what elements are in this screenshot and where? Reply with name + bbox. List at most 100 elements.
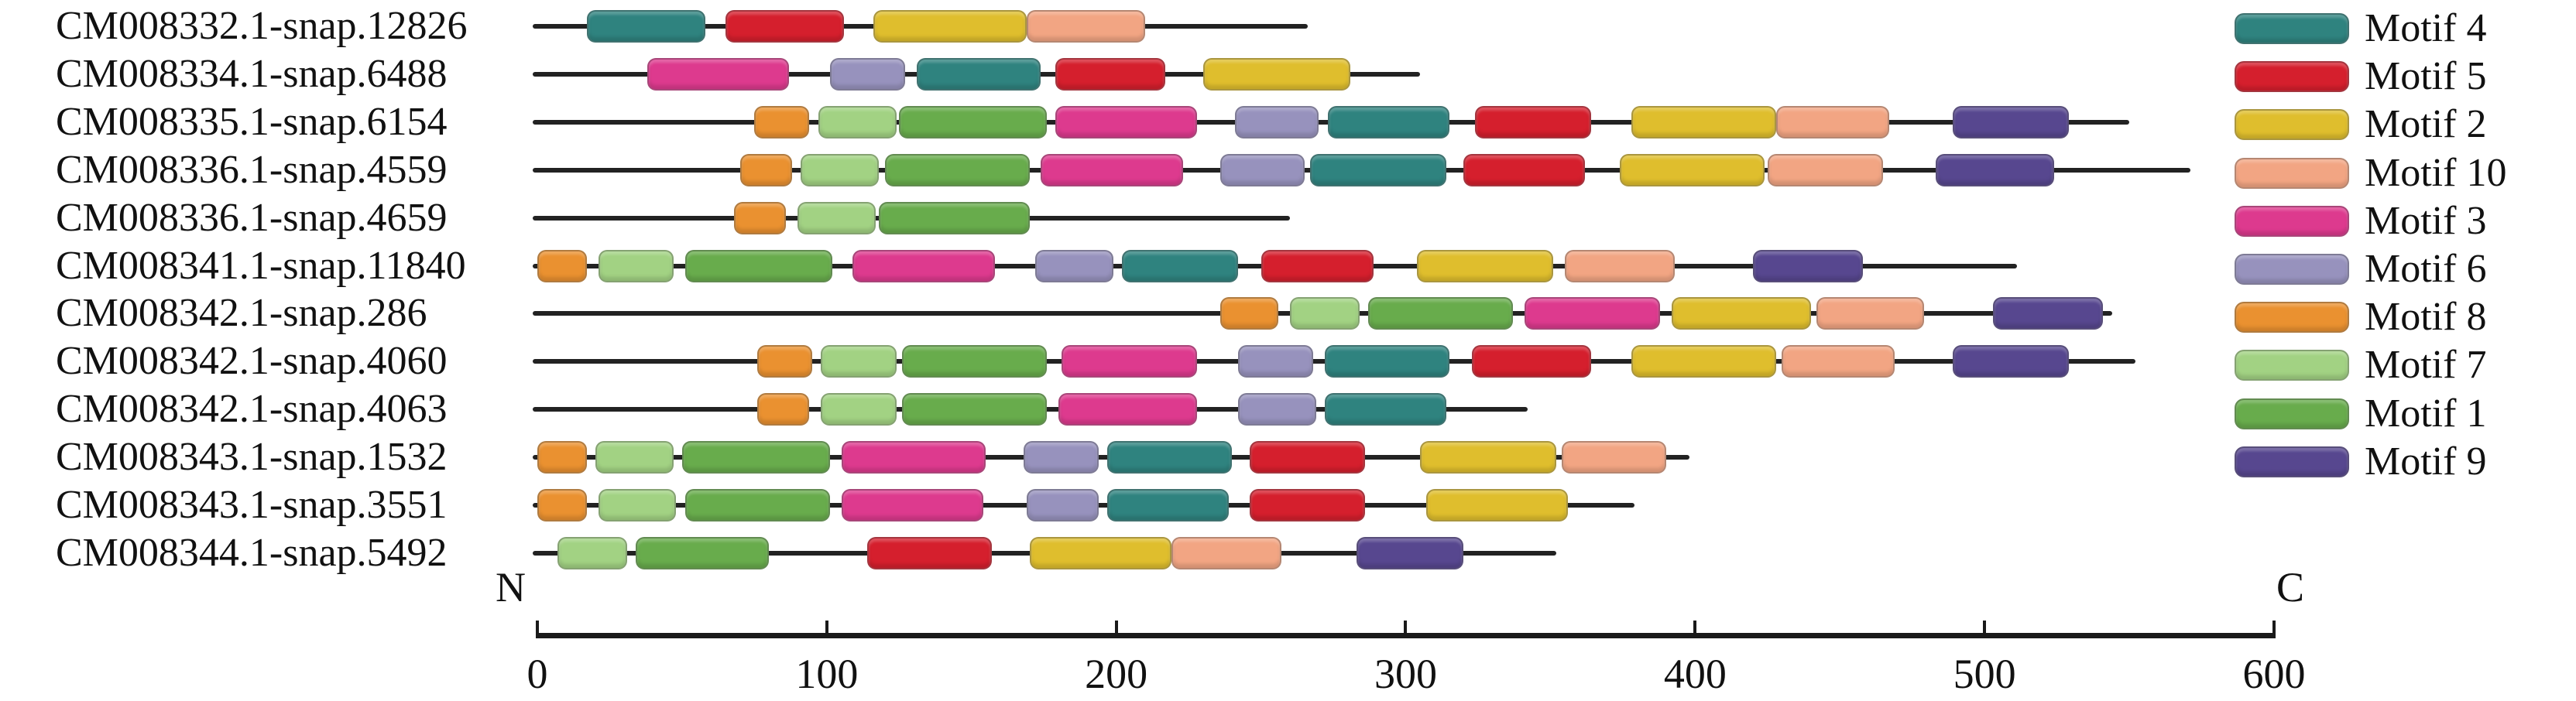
motif-box-motif7 bbox=[821, 393, 897, 426]
motif-box-motif7 bbox=[1289, 297, 1360, 330]
motif-box-motif1 bbox=[902, 345, 1047, 378]
motif-box-motif2 bbox=[1631, 345, 1776, 378]
motif-box-motif3 bbox=[1524, 297, 1661, 330]
motif-box-motif6 bbox=[1034, 249, 1113, 282]
axis-tick-label: 300 bbox=[1374, 651, 1437, 697]
motif-box-motif6 bbox=[1026, 489, 1099, 521]
motif-box-motif1 bbox=[684, 249, 833, 282]
legend-swatch-motif9 bbox=[2235, 446, 2349, 477]
motif-box-motif9 bbox=[1935, 153, 2054, 186]
motif-box-motif2 bbox=[1202, 57, 1351, 91]
motif-box-motif7 bbox=[598, 249, 674, 282]
motif-box-motif4 bbox=[1107, 489, 1230, 521]
axis-tick-label: 100 bbox=[795, 651, 859, 697]
motif-box-motif10 bbox=[1565, 249, 1676, 282]
motif-box-motif6 bbox=[1237, 345, 1313, 378]
axis-tick bbox=[1693, 621, 1697, 633]
motif-box-motif4 bbox=[1122, 249, 1238, 282]
motif-box-motif6 bbox=[829, 57, 905, 91]
c-terminus-label: C bbox=[2276, 564, 2305, 610]
motif-box-motif10 bbox=[1171, 536, 1281, 569]
motif-box-motif10 bbox=[1026, 10, 1146, 43]
axis-tick-label: 200 bbox=[1085, 651, 1148, 697]
motif-box-motif6 bbox=[1024, 441, 1099, 474]
axis-tick-label: 400 bbox=[1663, 651, 1727, 697]
motif-box-motif9 bbox=[1993, 297, 2104, 330]
legend-label: Motif 1 bbox=[2365, 391, 2487, 436]
legend-label: Motif 2 bbox=[2365, 102, 2487, 147]
motif-box-motif10 bbox=[1775, 105, 1889, 138]
motif-box-motif8 bbox=[757, 345, 813, 378]
axis-tick-label: 600 bbox=[2242, 651, 2306, 697]
motif-box-motif7 bbox=[801, 153, 880, 186]
motif-box-motif3 bbox=[1061, 345, 1198, 378]
motif-box-motif10 bbox=[1767, 153, 1884, 186]
legend-label: Motif 3 bbox=[2365, 198, 2487, 243]
motif-box-motif7 bbox=[595, 441, 674, 474]
legend-label: Motif 4 bbox=[2365, 6, 2487, 50]
axis-line bbox=[536, 633, 2276, 638]
gene-label: CM008342.1-snap.4063 bbox=[56, 387, 448, 432]
motif-box-motif8 bbox=[734, 201, 787, 234]
motif-box-motif8 bbox=[537, 489, 587, 521]
motif-box-motif3 bbox=[1055, 105, 1198, 138]
legend-swatch-motif10 bbox=[2235, 157, 2349, 189]
motif-box-motif10 bbox=[1562, 441, 1666, 474]
motif-box-motif7 bbox=[557, 536, 627, 569]
n-terminus-label: N bbox=[496, 564, 526, 610]
motif-box-motif3 bbox=[841, 489, 983, 521]
gene-label: CM008336.1-snap.4659 bbox=[56, 195, 448, 240]
motif-box-motif5 bbox=[1472, 345, 1591, 378]
motif-box-motif5 bbox=[725, 10, 845, 43]
motif-box-motif2 bbox=[1029, 536, 1171, 569]
axis-tick bbox=[1404, 621, 1408, 633]
motif-box-motif7 bbox=[818, 105, 897, 138]
motif-box-motif8 bbox=[537, 441, 587, 474]
motif-box-motif1 bbox=[681, 441, 830, 474]
axis-tick bbox=[2272, 621, 2276, 633]
gene-label: CM008336.1-snap.4559 bbox=[56, 147, 448, 192]
motif-box-motif5 bbox=[1055, 57, 1166, 91]
motif-box-motif4 bbox=[1324, 393, 1446, 426]
motif-box-motif1 bbox=[879, 201, 1030, 234]
gene-label: CM008343.1-snap.3551 bbox=[56, 483, 448, 527]
legend-label: Motif 7 bbox=[2365, 343, 2487, 388]
gene-label: CM008334.1-snap.6488 bbox=[56, 51, 448, 96]
motif-box-motif4 bbox=[1310, 153, 1446, 186]
gene-label: CM008342.1-snap.4060 bbox=[56, 339, 448, 384]
motif-box-motif4 bbox=[916, 57, 1041, 91]
motif-box-motif4 bbox=[586, 10, 705, 43]
legend-swatch-motif6 bbox=[2235, 254, 2349, 285]
legend-label: Motif 5 bbox=[2365, 54, 2487, 99]
motif-box-motif1 bbox=[899, 105, 1047, 138]
axis-tick bbox=[1983, 621, 1987, 633]
gene-label: CM008342.1-snap.286 bbox=[56, 291, 427, 336]
gene-label: CM008335.1-snap.6154 bbox=[56, 99, 448, 144]
gene-label: CM008344.1-snap.5492 bbox=[56, 530, 448, 575]
legend-swatch-motif1 bbox=[2235, 398, 2349, 429]
axis-tick bbox=[536, 621, 539, 633]
legend-label: Motif 10 bbox=[2365, 150, 2507, 195]
legend-swatch-motif4 bbox=[2235, 13, 2349, 44]
motif-box-motif6 bbox=[1220, 153, 1305, 186]
axis-tick bbox=[825, 621, 828, 633]
motif-box-motif5 bbox=[1463, 153, 1586, 186]
axis-tick bbox=[1114, 621, 1118, 633]
motif-box-motif5 bbox=[1261, 249, 1374, 282]
motif-box-motif4 bbox=[1107, 441, 1233, 474]
motif-box-motif5 bbox=[1249, 489, 1366, 521]
motif-box-motif9 bbox=[1953, 105, 2069, 138]
motif-box-motif4 bbox=[1327, 105, 1449, 138]
motif-box-motif9 bbox=[1356, 536, 1464, 569]
legend-swatch-motif8 bbox=[2235, 302, 2349, 333]
motif-box-motif1 bbox=[884, 153, 1030, 186]
motif-box-motif8 bbox=[537, 249, 587, 282]
axis-tick-label: 500 bbox=[1953, 651, 2016, 697]
motif-box-motif8 bbox=[739, 153, 792, 186]
motif-box-motif7 bbox=[821, 345, 897, 378]
motif-box-motif5 bbox=[867, 536, 992, 569]
motif-box-motif1 bbox=[1367, 297, 1513, 330]
motif-box-motif2 bbox=[1620, 153, 1765, 186]
motif-box-motif10 bbox=[1816, 297, 1924, 330]
motif-box-motif5 bbox=[1475, 105, 1591, 138]
